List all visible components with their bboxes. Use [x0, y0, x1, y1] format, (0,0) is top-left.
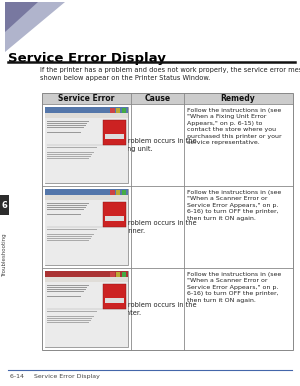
Bar — [47, 205, 87, 206]
Text: Service Error: Service Error — [58, 94, 115, 103]
Bar — [103, 120, 126, 145]
Polygon shape — [5, 2, 65, 52]
Bar — [47, 203, 89, 204]
Bar — [47, 147, 97, 148]
Bar — [110, 107, 115, 113]
Bar — [42, 93, 292, 350]
Bar — [45, 271, 128, 278]
Bar — [122, 107, 126, 113]
Text: If the printer has a problem and does not work properly, the service error messa: If the printer has a problem and does no… — [40, 67, 300, 81]
Text: Follow the instructions in (see
"When a Fixing Unit Error
Appears," on p. 6-15) : Follow the instructions in (see "When a … — [187, 108, 281, 145]
Bar — [47, 156, 91, 157]
Bar — [47, 314, 96, 315]
Bar — [45, 189, 128, 265]
Bar — [47, 238, 91, 239]
Bar — [47, 132, 81, 133]
Bar — [47, 322, 89, 323]
Bar — [122, 190, 126, 195]
Bar — [47, 285, 89, 286]
Bar — [47, 121, 89, 122]
Bar — [105, 216, 124, 221]
Bar — [110, 271, 115, 277]
Bar — [45, 271, 128, 347]
Bar — [105, 298, 124, 303]
Bar — [47, 154, 92, 155]
Bar — [116, 190, 121, 195]
Bar — [47, 150, 96, 151]
Text: Cause: Cause — [144, 94, 170, 103]
Bar — [45, 282, 128, 347]
Bar — [47, 214, 81, 215]
Bar — [47, 316, 94, 317]
Bar — [47, 291, 84, 292]
Bar — [116, 271, 121, 277]
Bar — [47, 240, 89, 241]
Bar — [47, 287, 87, 288]
Bar — [45, 107, 128, 183]
Bar — [47, 318, 92, 319]
Bar — [45, 200, 128, 265]
Bar — [47, 289, 86, 290]
Bar — [42, 93, 292, 104]
Bar — [122, 271, 126, 277]
Text: Follow the instructions in (see
"When a Scanner Error or
Service Error Appears,": Follow the instructions in (see "When a … — [187, 190, 281, 221]
Text: 6: 6 — [2, 200, 8, 210]
Bar — [47, 294, 82, 295]
Bar — [110, 190, 115, 195]
Text: Remedy: Remedy — [220, 94, 255, 103]
Text: Troubleshooting: Troubleshooting — [2, 233, 7, 277]
Bar — [47, 320, 91, 321]
Bar — [47, 236, 92, 237]
Bar — [47, 207, 86, 208]
Text: Follow the instructions in (see
"When a Scanner Error or
Service Error Appears,": Follow the instructions in (see "When a … — [187, 272, 281, 303]
Bar — [103, 284, 126, 309]
Text: A problem occurs in the
fixing unit.: A problem occurs in the fixing unit. — [117, 138, 197, 152]
Text: A problem occurs in the
printer.: A problem occurs in the printer. — [117, 302, 197, 316]
Bar — [45, 113, 128, 118]
Bar — [47, 123, 87, 124]
Bar — [103, 202, 126, 227]
Bar — [47, 234, 94, 235]
Bar — [116, 107, 121, 113]
Bar — [47, 125, 86, 126]
Bar — [45, 278, 128, 282]
Text: 6-14     Service Error Display: 6-14 Service Error Display — [10, 374, 100, 379]
Polygon shape — [5, 2, 38, 32]
Bar — [0, 195, 9, 215]
Bar — [47, 229, 97, 230]
Bar — [45, 118, 128, 183]
Text: Service Error Display: Service Error Display — [8, 52, 166, 65]
Bar — [105, 134, 124, 139]
Text: A problem occurs in the
scanner.: A problem occurs in the scanner. — [117, 220, 197, 234]
Bar — [47, 296, 81, 297]
Bar — [45, 189, 128, 195]
Bar — [47, 127, 84, 128]
Bar — [45, 195, 128, 200]
Bar — [45, 107, 128, 113]
